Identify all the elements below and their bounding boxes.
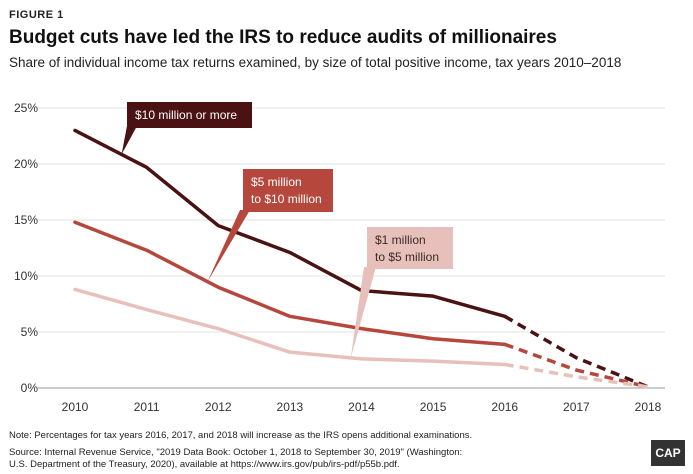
series-line	[73, 128, 507, 319]
series-line-dashed	[504, 342, 649, 389]
callout-box	[243, 169, 333, 212]
series-label: to $5 million	[375, 250, 439, 264]
series-label: $5 million	[251, 175, 302, 189]
x-tick-label: 2013	[277, 400, 304, 414]
y-tick-label: 15%	[14, 213, 38, 227]
chart-source: Source: Internal Revenue Service, "2019 …	[9, 447, 462, 471]
series-line-dashed	[503, 314, 649, 389]
callout-box	[127, 102, 252, 128]
source-line-1: Source: Internal Revenue Service, "2019 …	[9, 447, 463, 458]
y-tick-label: 10%	[14, 269, 38, 283]
callout-box	[367, 227, 453, 269]
x-tick-label: 2017	[563, 400, 590, 414]
series-label: $1 million	[375, 233, 426, 247]
x-tick-label: 2016	[491, 400, 518, 414]
x-tick-label: 2018	[635, 400, 662, 414]
y-tick-label: 5%	[21, 325, 39, 339]
cap-logo: CAP	[651, 440, 685, 466]
x-tick-label: 2015	[420, 400, 447, 414]
x-tick-label: 2011	[134, 400, 160, 414]
chart-title: Budget cuts have led the IRS to reduce a…	[9, 27, 557, 48]
figure-label: FIGURE 1	[9, 9, 64, 21]
y-tick-label: 20%	[14, 157, 38, 171]
source-line-2: U.S. Department of the Treasury, 2020), …	[9, 459, 400, 470]
x-tick-label: 2010	[62, 400, 89, 414]
callout-pointer	[121, 126, 137, 155]
series-label: to $10 million	[251, 192, 322, 206]
series-line	[73, 287, 507, 367]
x-tick-label: 2012	[205, 400, 232, 414]
callout-pointer	[207, 210, 250, 282]
y-tick-label: 25%	[14, 101, 38, 115]
chart-subtitle: Share of individual income tax returns e…	[9, 55, 622, 70]
series-line-dashed	[504, 362, 649, 389]
chart-note: Note: Percentages for tax years 2016, 20…	[9, 430, 473, 441]
x-tick-label: 2014	[348, 400, 375, 414]
y-tick-label: 0%	[21, 381, 39, 395]
callout-pointer	[350, 267, 376, 358]
series-line	[73, 220, 507, 347]
series-label: $10 million or more	[135, 108, 237, 122]
